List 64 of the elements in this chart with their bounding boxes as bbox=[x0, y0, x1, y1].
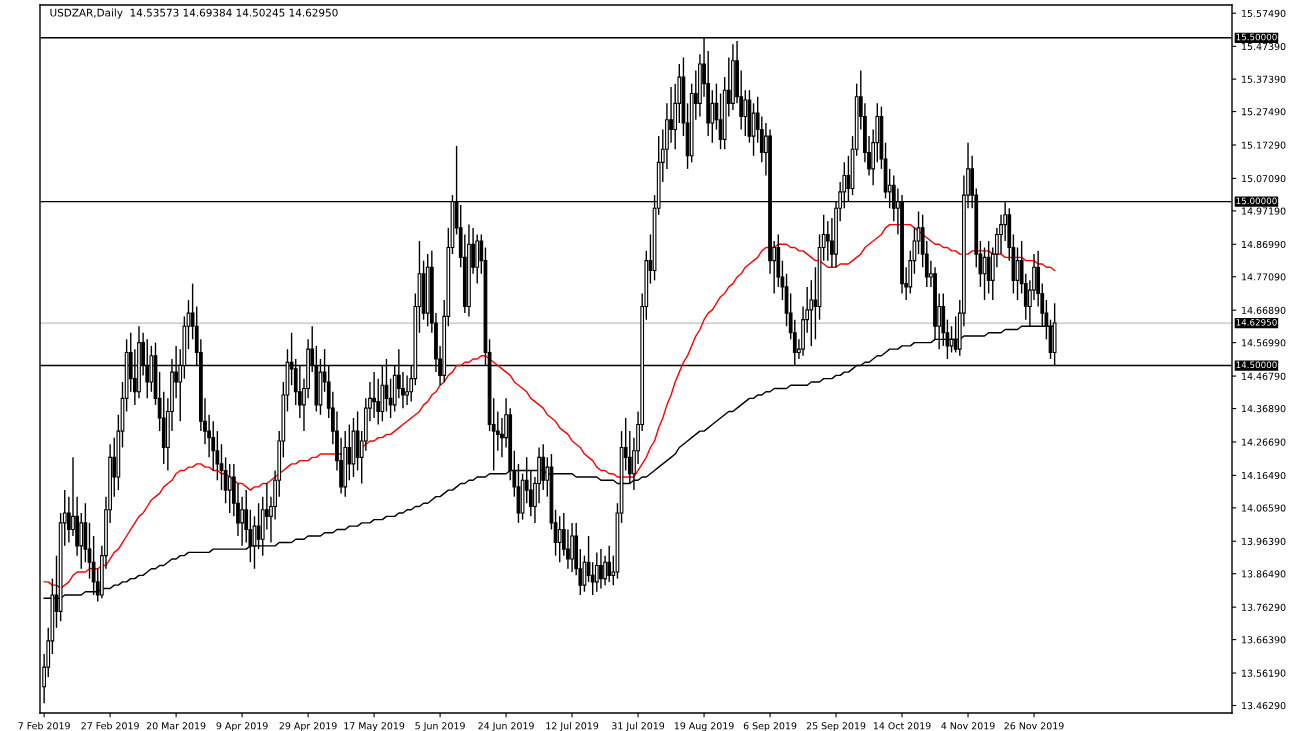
y-tick-label: 14.36890 bbox=[1242, 405, 1286, 413]
y-tick-label: 14.06590 bbox=[1242, 504, 1286, 512]
y-tick-label: 15.17290 bbox=[1242, 141, 1286, 149]
y-tick-label: 14.86990 bbox=[1242, 240, 1286, 249]
x-tick-label: 31 Jul 2019 bbox=[612, 722, 665, 731]
candlestick bbox=[590, 561, 595, 596]
y-tick-label: 13.96390 bbox=[1242, 537, 1286, 545]
x-tick-label: 4 Nov 2019 bbox=[941, 722, 995, 730]
candlestick bbox=[627, 430, 632, 485]
x-tick-label: 20 Mar 2019 bbox=[146, 722, 206, 730]
y-tick-label: 15.37390 bbox=[1242, 75, 1286, 83]
x-tick-label: 6 Sep 2019 bbox=[743, 722, 797, 731]
y-tick-label: 14.26690 bbox=[1242, 438, 1286, 446]
candlestick bbox=[743, 89, 748, 137]
y-tick-label: 13.56190 bbox=[1242, 669, 1286, 677]
y-tick-label: 14.16490 bbox=[1242, 471, 1286, 480]
candlestick bbox=[256, 502, 261, 550]
y-tick-label: 15.47390 bbox=[1242, 42, 1286, 51]
candlestick bbox=[599, 548, 603, 590]
y-tick-label: 14.97190 bbox=[1242, 207, 1286, 215]
candlestick bbox=[541, 443, 546, 491]
x-tick-label: 7 Feb 2019 bbox=[18, 722, 70, 730]
y-tick-label: 15.27490 bbox=[1242, 108, 1286, 116]
candlestick bbox=[528, 469, 533, 518]
candlestick bbox=[227, 463, 232, 514]
x-tick-label: 12 Jul 2019 bbox=[546, 722, 599, 731]
y-tick-label: 14.66890 bbox=[1242, 306, 1286, 314]
x-tick-label: 26 Nov 2019 bbox=[1004, 722, 1064, 730]
candlestick bbox=[557, 515, 562, 563]
candlestick bbox=[594, 551, 599, 593]
x-tick-label: 9 Apr 2019 bbox=[216, 722, 268, 731]
x-tick-label: 24 Jun 2019 bbox=[478, 722, 534, 731]
candlestick bbox=[405, 374, 409, 406]
y-tick-label: 15.57490 bbox=[1242, 9, 1286, 17]
candlestick bbox=[570, 522, 574, 573]
candlestick bbox=[240, 495, 244, 547]
ref-line-label: 15.00000 bbox=[1236, 197, 1277, 205]
y-tick-label: 13.76290 bbox=[1242, 603, 1286, 611]
y-tick-label: 14.56990 bbox=[1242, 339, 1286, 347]
ref-line-label: 14.50000 bbox=[1236, 361, 1277, 369]
candlestick bbox=[388, 377, 393, 419]
candlestick bbox=[372, 371, 376, 419]
y-tick-label: 13.86490 bbox=[1242, 570, 1286, 578]
y-tick-label: 13.46290 bbox=[1242, 702, 1286, 710]
x-tick-label: 17 May 2019 bbox=[344, 722, 405, 731]
candlestick bbox=[607, 545, 612, 583]
x-tick-label: 19 Aug 2019 bbox=[674, 722, 734, 731]
y-tick-label: 13.66390 bbox=[1242, 636, 1286, 644]
x-tick-label: 27 Feb 2019 bbox=[81, 722, 139, 730]
x-tick-label: 5 Jun 2019 bbox=[415, 722, 465, 731]
candlestick bbox=[809, 279, 814, 347]
y-tick-label: 15.07090 bbox=[1242, 175, 1286, 183]
x-tick-label: 29 Apr 2019 bbox=[279, 722, 337, 731]
x-tick-label: 14 Oct 2019 bbox=[873, 722, 931, 730]
candlestick bbox=[79, 512, 84, 570]
y-tick-label: 14.77090 bbox=[1242, 273, 1286, 281]
candlestick bbox=[244, 489, 249, 544]
y-tick-label: 14.46790 bbox=[1242, 372, 1286, 380]
ref-line-label: 14.62950 bbox=[1236, 319, 1277, 326]
candlestick bbox=[718, 92, 723, 150]
x-tick-label: 25 Sep 2019 bbox=[806, 722, 866, 731]
chart-title: USDZAR,Daily 14.53573 14.69384 14.50245 14.62950 bbox=[50, 8, 338, 19]
candlestick bbox=[986, 240, 991, 295]
ref-line-label: 15.50000 bbox=[1236, 33, 1277, 41]
